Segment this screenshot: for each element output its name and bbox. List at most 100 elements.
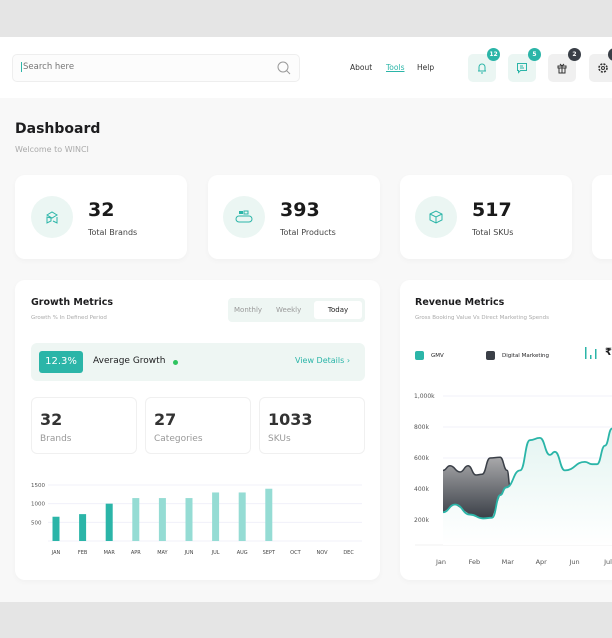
tab-monthly[interactable]: Monthly: [234, 306, 263, 314]
mini-label: Brands: [40, 434, 72, 444]
x-tick-label: SEPT: [263, 550, 276, 556]
digital-marketing-line: [442, 456, 511, 487]
x-tick-label: Jun: [569, 558, 580, 566]
period-tabs: Monthly Weekly Today: [228, 298, 365, 322]
revenue-metrics-card: Revenue Metrics Gross Booking Value Vs D…: [400, 280, 612, 580]
x-tick-label: NOV: [316, 550, 328, 556]
conveyor-icon: [223, 196, 265, 238]
stat-value: 32: [88, 199, 115, 221]
stat-card-partial: [592, 175, 612, 259]
mini-stat-brands: 32 Brands: [31, 397, 137, 454]
bottom-frame: [0, 602, 612, 638]
stat-card-brands[interactable]: 32 Total Brands: [15, 175, 187, 259]
y-tick-label: 1000: [31, 502, 45, 508]
x-tick-label: Apr: [536, 558, 548, 566]
x-tick-label: JAN: [51, 550, 61, 556]
x-tick-label: Feb: [469, 558, 481, 566]
bar-jan: [52, 516, 60, 541]
mini-label: SKUs: [268, 434, 291, 444]
x-tick-label: MAY: [157, 550, 168, 556]
view-details-link[interactable]: View Details ›: [295, 356, 350, 365]
legend-label-digital-marketing: Digital Marketing: [502, 353, 549, 359]
mini-label: Categories: [154, 434, 203, 444]
bar-apr: [132, 498, 140, 541]
package-icon: [415, 196, 457, 238]
growth-subtitle: Growth % In Defined Period: [31, 315, 107, 321]
x-tick-label: Jan: [435, 558, 446, 566]
message-badge: 5: [528, 48, 541, 61]
x-tick-label: JUN: [184, 550, 194, 556]
x-tick-label: Jul: [603, 558, 612, 566]
y-tick-label: 400k: [414, 486, 429, 493]
brand-box-icon: [31, 196, 73, 238]
nav-about[interactable]: About: [350, 63, 373, 72]
gmv-line: [442, 427, 612, 520]
average-growth-value: 12.3%: [39, 351, 83, 373]
revenue-subtitle: Gross Booking Value Vs Direct Marketing …: [415, 315, 550, 321]
bar-may: [158, 498, 166, 541]
chevron-right-icon: ›: [346, 356, 351, 365]
currency-symbol: ₹: [605, 347, 612, 358]
y-tick-label: 800k: [414, 424, 429, 431]
stat-value: 393: [280, 199, 320, 221]
x-tick-label: AUG: [237, 550, 248, 556]
x-tick-label: DEC: [343, 550, 354, 556]
notification-badge: 12: [487, 48, 500, 61]
gmv-area: [443, 428, 612, 545]
bar-jun: [185, 498, 193, 541]
mini-value: 27: [154, 410, 177, 429]
mini-value: 1033: [268, 410, 313, 429]
gift-icon: [557, 63, 567, 74]
x-tick-label: JUL: [211, 550, 220, 556]
legend-swatch-gmv: [415, 351, 424, 360]
stat-value: 517: [472, 199, 512, 221]
page-subtitle: Welcome to WINCI: [15, 145, 89, 154]
bar-jul: [212, 492, 220, 541]
search-icon[interactable]: [277, 61, 291, 75]
nav-tools[interactable]: Tools: [386, 63, 405, 72]
page-title: Dashboard: [15, 121, 101, 137]
tab-weekly[interactable]: Weekly: [276, 306, 302, 314]
average-growth-banner: 12.3% Average Growth View Details ›: [31, 343, 365, 381]
revenue-area-chart: 200k 400k 600k 800k 1,000k Jan Feb Mar Apr Jun Jul: [414, 393, 612, 566]
legend-label-gmv: GMV: [431, 353, 444, 359]
x-tick-label: OCT: [290, 550, 301, 556]
search-input[interactable]: [21, 62, 261, 72]
bar-mar: [105, 503, 113, 541]
status-dot: [173, 360, 178, 365]
stat-card-skus[interactable]: 517 Total SKUs: [400, 175, 572, 259]
gift-badge: 2: [568, 48, 581, 61]
x-tick-label: MAR: [104, 550, 116, 556]
tab-today[interactable]: Today: [314, 301, 362, 319]
y-tick-label: 500: [31, 520, 42, 526]
stat-label: Total SKUs: [472, 228, 514, 237]
x-tick-label: APR: [131, 550, 141, 556]
top-frame: [0, 0, 612, 37]
stat-card-products[interactable]: 393 Total Products: [208, 175, 380, 259]
x-tick-label: Mar: [502, 558, 515, 566]
growth-title: Growth Metrics: [31, 297, 114, 308]
settings-button[interactable]: [589, 54, 612, 82]
gear-icon: [598, 63, 608, 73]
y-tick-label: 1,000k: [414, 393, 435, 400]
average-growth-label: Average Growth: [93, 356, 166, 366]
nav-help[interactable]: Help: [417, 63, 435, 72]
revenue-title: Revenue Metrics: [415, 297, 505, 308]
bar-sept: [265, 488, 273, 541]
bar-aug: [238, 492, 246, 541]
mini-stat-skus: 1033 SKUs: [259, 397, 365, 454]
settings-badge: [608, 48, 612, 61]
bell-icon: [478, 63, 486, 74]
legend-swatch-digital-marketing: [486, 351, 495, 360]
search-bar[interactable]: [12, 54, 300, 82]
growth-metrics-card: Growth Metrics Growth % In Defined Perio…: [15, 280, 380, 580]
bar-mini-icon: [585, 347, 597, 359]
growth-bar-chart: 500 1000 1500 JAN FEB MAR APR MAY JUN JUL AUG SEPT O…: [31, 483, 362, 556]
mini-stat-categories: 27 Categories: [145, 397, 251, 454]
stat-label: Total Products: [280, 228, 336, 237]
bar-feb: [79, 514, 87, 541]
message-icon: [517, 63, 527, 74]
y-tick-label: 600k: [414, 455, 429, 462]
x-tick-label: FEB: [78, 550, 88, 556]
y-tick-label: 1500: [31, 483, 45, 489]
